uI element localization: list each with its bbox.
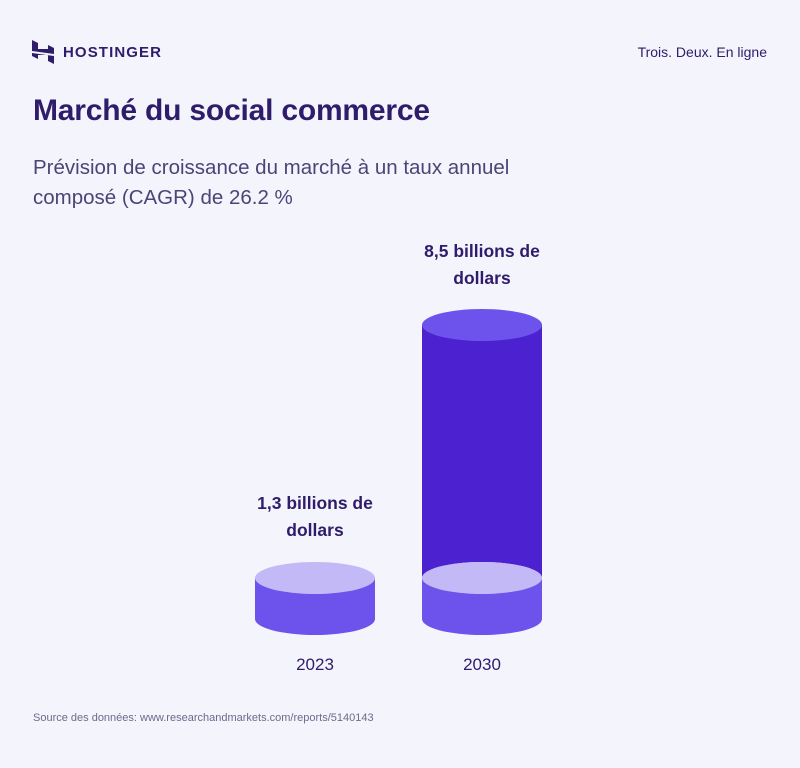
tagline: Trois. Deux. En ligne	[637, 44, 767, 60]
x-tick-2030: 2030	[463, 655, 501, 674]
value-label-line: 8,5 billions de	[424, 241, 540, 261]
hostinger-h-logo-icon	[32, 40, 54, 64]
value-label-2023: 1,3 billions de dollars	[215, 490, 415, 544]
page-subtitle: Prévision de croissance du marché à un t…	[33, 156, 510, 209]
brand-logo: HOSTINGER	[32, 40, 162, 64]
bar-2023	[255, 562, 375, 635]
bar-2030	[422, 309, 542, 635]
value-label-line: dollars	[286, 520, 344, 540]
brand-name: HOSTINGER	[63, 43, 163, 61]
page-title: Marché du social commerce	[33, 94, 430, 127]
value-label-2030: 8,5 billions de dollars	[382, 238, 582, 292]
value-label-line: 1,3 billions de	[257, 493, 373, 513]
x-tick-2023: 2023	[296, 655, 334, 674]
value-label-line: dollars	[453, 268, 511, 288]
data-source: Source des données: www.researchandmarke…	[33, 712, 374, 724]
